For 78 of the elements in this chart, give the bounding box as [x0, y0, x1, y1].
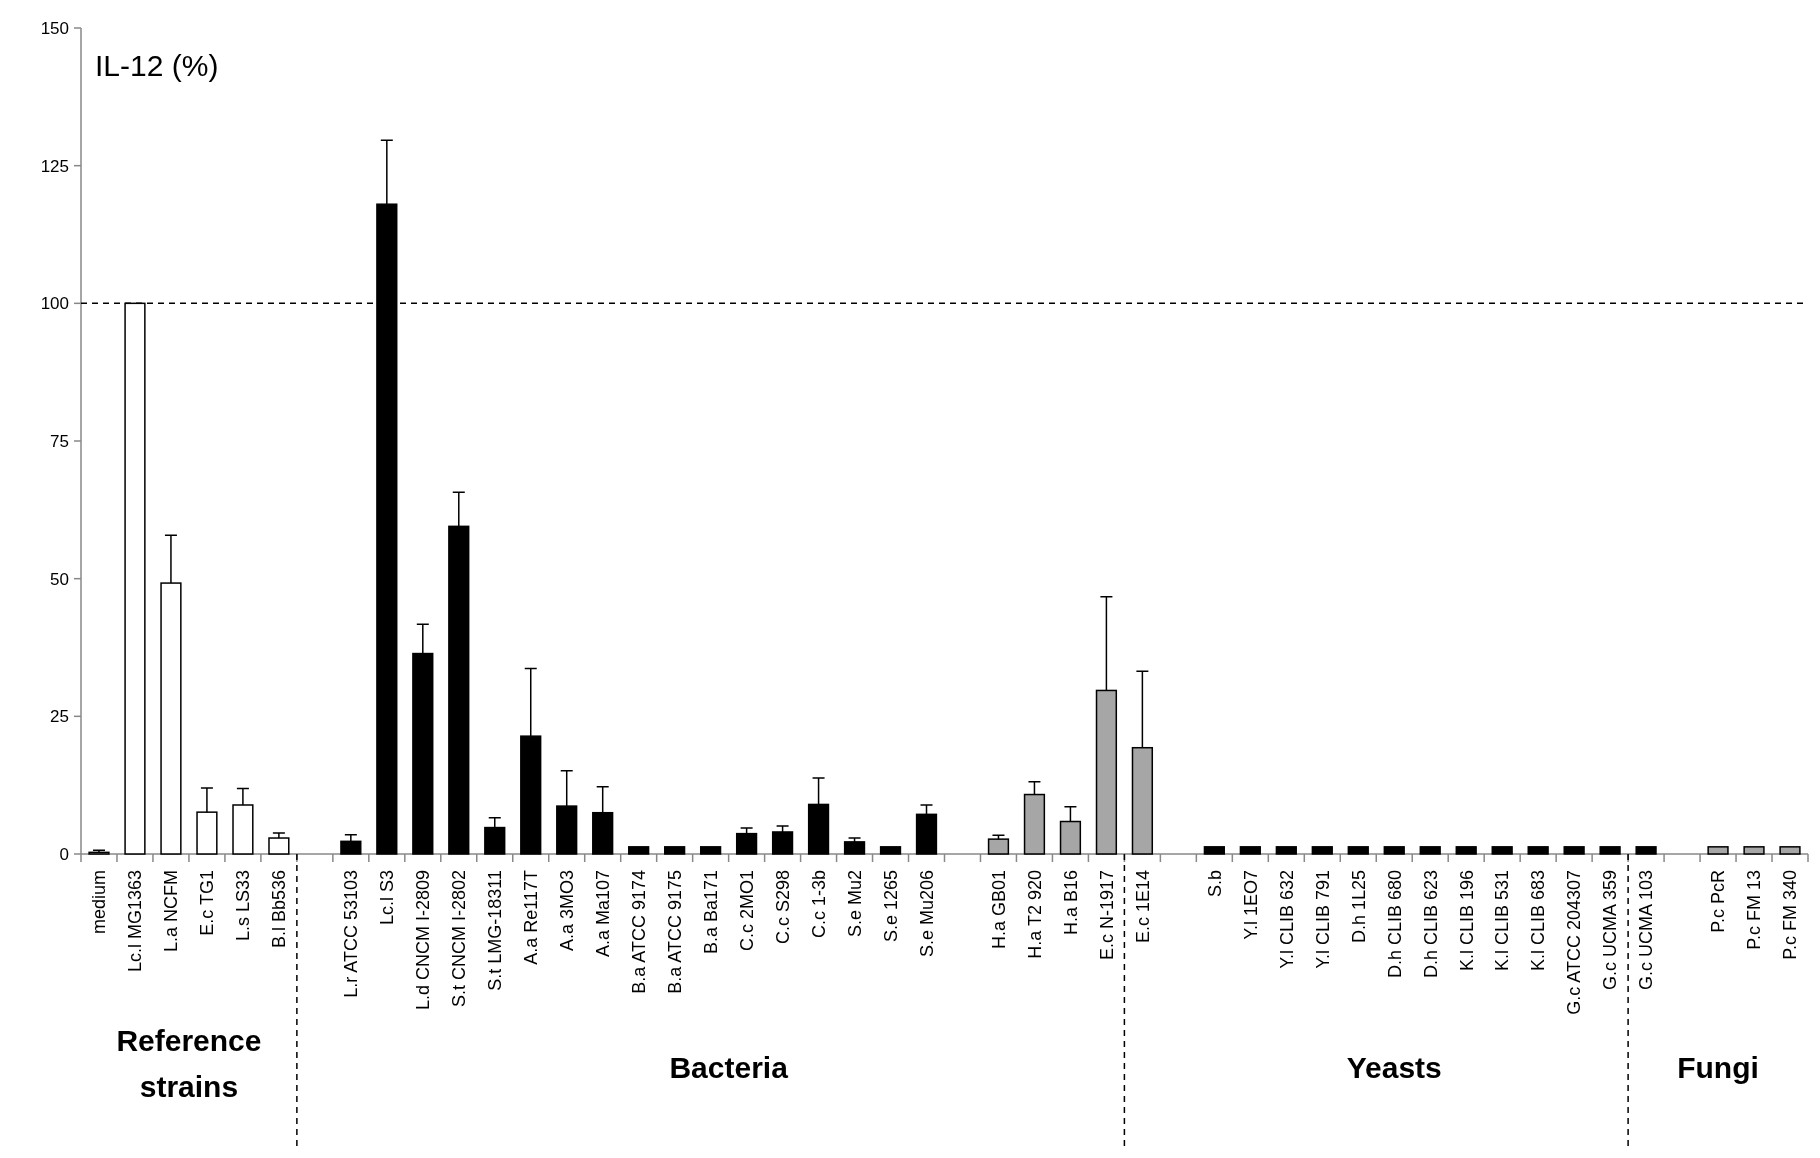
bar	[1311, 846, 1333, 855]
x-tick-label: Y.l CLIB 632	[1276, 870, 1297, 969]
y-tick-label: 150	[40, 18, 69, 38]
x-tick-label: S.e 1265	[880, 870, 901, 943]
bar	[1563, 846, 1585, 855]
bar	[1383, 846, 1405, 855]
bar	[1527, 846, 1549, 855]
x-tick-label: G.c ATCC 204307	[1564, 870, 1585, 1015]
x-tick-label: E.c N-1917	[1096, 870, 1117, 961]
bar	[1491, 846, 1513, 855]
text: Yeasts	[1346, 1051, 1442, 1084]
x-tick-label: D.h CLIB 680	[1384, 870, 1405, 979]
x-tick-label: Y.l 1EO7	[1240, 870, 1261, 940]
x-tick-label: H.a T2 920	[1024, 870, 1045, 959]
x-tick-label: Y.l CLIB 791	[1312, 870, 1333, 969]
x-tick-label: S.e Mu2	[844, 870, 865, 938]
x-tick-label: H.a B16	[1060, 870, 1081, 936]
x-tick-label: K.l CLIB 531	[1492, 870, 1513, 972]
bar	[1419, 846, 1441, 855]
x-tick-label: L.s LS33	[233, 870, 254, 942]
x-tick-label: D.h CLIB 623	[1420, 870, 1441, 979]
x-tick-label: B.a Ba171	[700, 870, 721, 955]
text: IL-12 (%)	[95, 49, 219, 82]
x-tick-label: L.d CNCM I-2809	[413, 870, 434, 1011]
y-tick-label: 75	[50, 431, 69, 451]
x-tick-label: E.c TG1	[197, 870, 218, 936]
bar	[1347, 846, 1369, 855]
x-tick-label: A.a 3MO3	[557, 870, 578, 952]
x-tick-label: S.b	[1204, 870, 1225, 898]
bar	[1635, 846, 1657, 855]
x-tick-label: L.r ATCC 53103	[341, 870, 362, 998]
x-tick-label: A.a Ma107	[593, 870, 613, 958]
x-tick-label: K.l CLIB 196	[1456, 870, 1477, 972]
bar	[1455, 846, 1477, 855]
text: Bacteria	[669, 1051, 789, 1084]
x-tick-label: Lc.l S3	[377, 870, 398, 926]
bar	[664, 846, 686, 855]
y-tick-label: 25	[50, 707, 69, 727]
x-tick-label: medium	[89, 870, 110, 935]
x-tick-label: S.e Mu206	[916, 870, 937, 958]
bar	[843, 841, 866, 855]
x-tick-label: B.l Bb536	[269, 870, 290, 949]
y-tick-label: 100	[40, 294, 69, 314]
x-tick-label: A.a Re117T	[521, 870, 542, 965]
x-tick-label: P.c FM 13	[1744, 870, 1765, 950]
x-tick-label: L.a NCFM	[161, 870, 182, 953]
text: Reference strains	[116, 1024, 262, 1103]
x-tick-label: P.c FM 340	[1780, 870, 1801, 960]
bar	[1707, 846, 1729, 855]
bar	[1203, 846, 1225, 855]
x-tick-label: P.c PcR	[1708, 870, 1729, 933]
bar	[1599, 846, 1621, 855]
bar	[987, 838, 1010, 855]
bar	[879, 846, 902, 855]
bar	[628, 846, 650, 855]
x-tick-label: B.a ATCC 9174	[628, 870, 649, 994]
bar	[1239, 846, 1261, 855]
text: Fungi	[1677, 1051, 1759, 1084]
bar	[1275, 846, 1297, 855]
bar	[1743, 846, 1765, 855]
x-tick-label: C.c 1-3b	[808, 870, 829, 939]
x-tick-label: G.c UCMA 359	[1600, 870, 1621, 991]
x-tick-label: D.h 1L25	[1348, 870, 1369, 944]
y-tick-label: 125	[40, 156, 69, 176]
y-tick-label: 50	[50, 569, 69, 589]
x-tick-label: B.a ATCC 9175	[664, 870, 685, 994]
x-tick-label: K.l CLIB 683	[1528, 870, 1549, 972]
x-tick-label: S.t LMG-18311	[485, 870, 506, 991]
x-tick-label: H.a GB01	[988, 870, 1009, 950]
x-tick-label: Lc.l MG1363	[125, 870, 146, 973]
bar	[699, 846, 722, 855]
bar	[1779, 846, 1801, 855]
x-tick-label: E.c 1E14	[1132, 870, 1153, 944]
x-tick-label: C.c 2MO1	[736, 870, 757, 952]
x-tick-label: S.t CNCM I-2802	[449, 870, 470, 1008]
x-tick-label: C.c S298	[772, 870, 793, 945]
y-tick-label: 0	[59, 844, 69, 864]
x-tick-label: G.c UCMA 103	[1636, 870, 1657, 991]
